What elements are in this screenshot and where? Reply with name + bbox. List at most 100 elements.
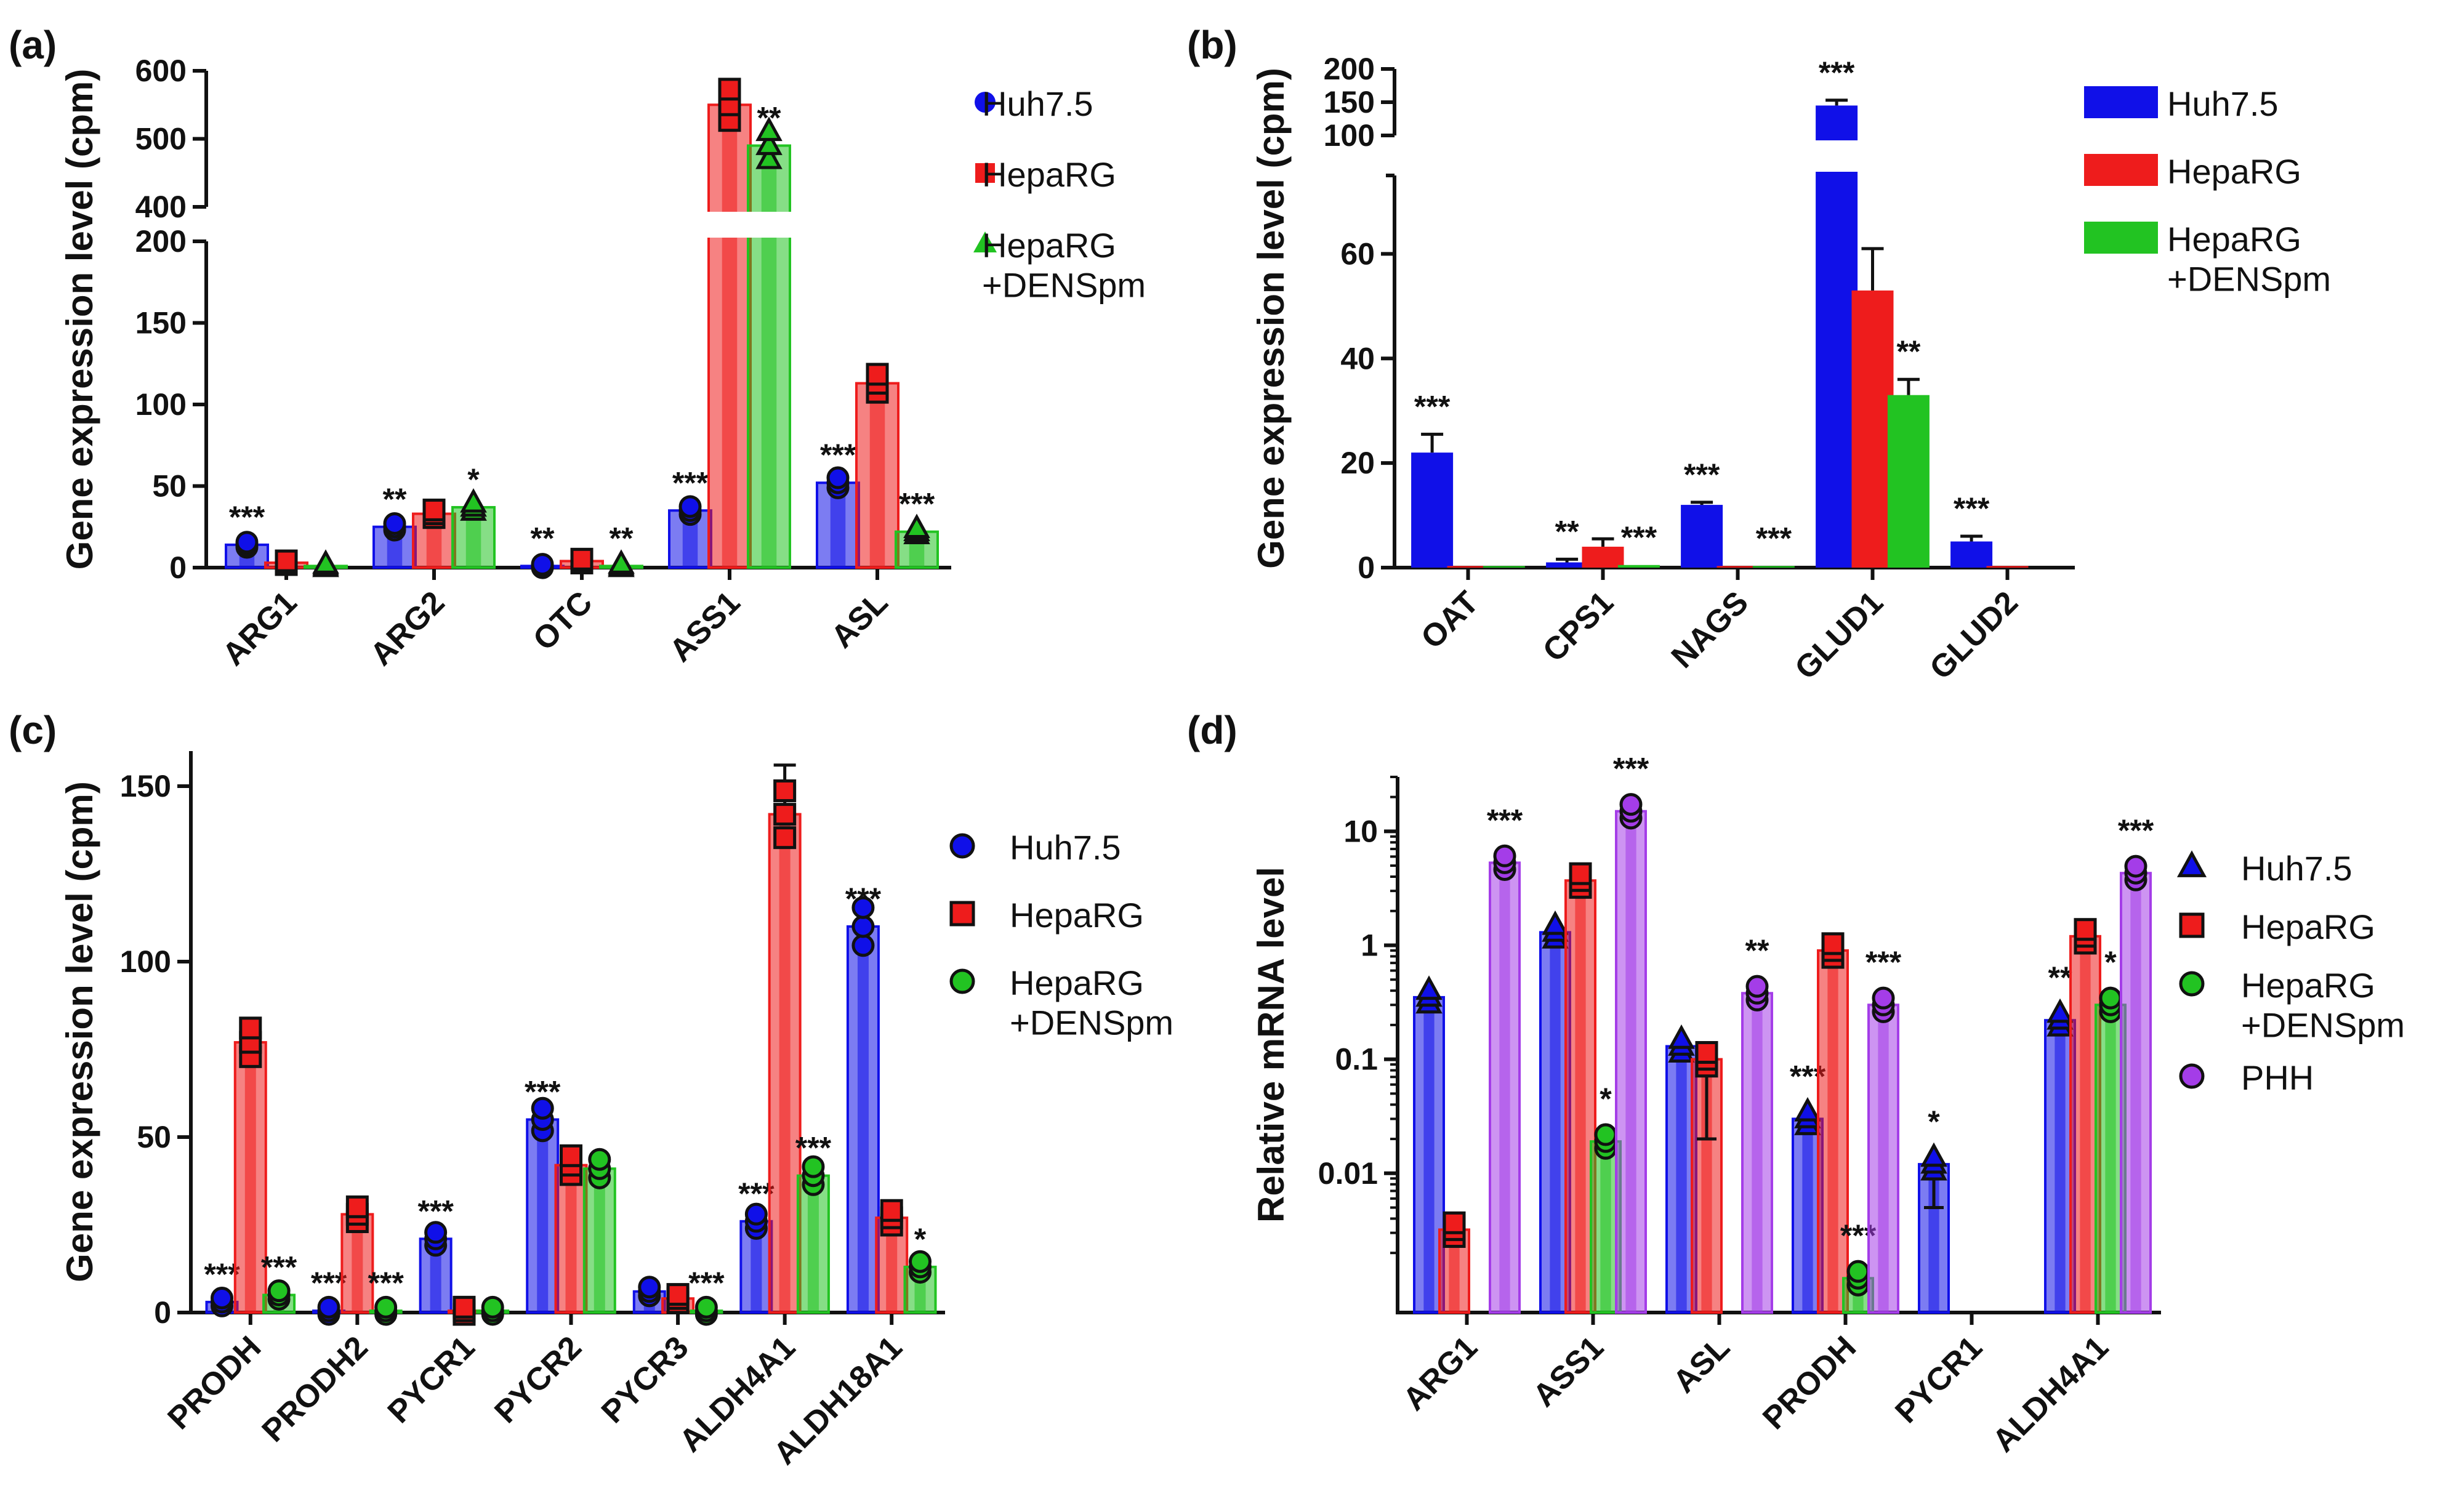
x-tick-label: PRODH: [161, 1329, 268, 1436]
data-point: [560, 1144, 582, 1167]
x-tick-label: ASL: [824, 584, 895, 655]
legend-label: HepaRG: [982, 155, 1116, 194]
bar-highlight: [886, 1218, 898, 1313]
data-point: [608, 549, 635, 574]
legend-label: HepaRG +DENSpm: [1010, 963, 1173, 1042]
data-point: [1920, 1142, 1947, 1167]
bar-highlight: [1701, 1059, 1712, 1313]
x-tick-label: CPS1: [1536, 584, 1620, 669]
bar: [1986, 566, 2029, 568]
legend-swatch: [2179, 971, 2205, 997]
x-tick-label: PYCR3: [595, 1329, 696, 1430]
data-point: [638, 1276, 661, 1299]
data-point: [2074, 918, 2097, 941]
bar-highlight: [244, 1042, 256, 1313]
data-point: [1594, 1123, 1617, 1146]
x-tick-label: ASL: [1666, 1329, 1737, 1400]
x-tick-label: PYCR1: [381, 1329, 482, 1430]
x-tick-label: ARG1: [1396, 1329, 1484, 1417]
significance-label: ***: [899, 487, 935, 521]
significance-label: ***: [1613, 752, 1649, 786]
x-tick-label: GLUD1: [1788, 584, 1890, 686]
significance-label: ***: [261, 1250, 297, 1285]
data-point: [275, 549, 298, 573]
panel-label: (b): [1187, 23, 1238, 67]
x-tick-label: PRODH2: [256, 1329, 375, 1449]
data-point: [588, 1148, 611, 1171]
data-point: [1415, 975, 1443, 1000]
bar: [1851, 290, 1894, 568]
data-point: [1569, 862, 1592, 885]
significance-label: ***: [2118, 813, 2154, 848]
bar-highlight: [761, 145, 777, 568]
bar-highlight: [565, 1165, 577, 1313]
bar-highlight: [2105, 1005, 2116, 1313]
significance-label: ***: [1684, 457, 1720, 492]
bar-highlight: [1802, 1119, 1813, 1313]
significance-label: **: [383, 482, 407, 517]
y-tick-label: 40: [1340, 341, 1375, 376]
bar: [1546, 562, 1588, 568]
y-tick-label: 600: [135, 54, 187, 88]
data-point: [1872, 986, 1895, 1010]
x-tick-label: NAGS: [1665, 584, 1755, 675]
significance-label: **: [2048, 960, 2072, 995]
data-point: [1668, 1024, 1695, 1049]
data-point: [903, 513, 930, 539]
x-tick-label: PYCR1: [1888, 1329, 1989, 1430]
data-point: [880, 1199, 903, 1222]
panel-b: (b) Gene expression level (cpm) 0 20 40 60 100…: [1187, 23, 2331, 686]
legend-label: HepaRG +DENSpm: [2167, 220, 2331, 298]
y-tick-label: 0.1: [1335, 1042, 1378, 1077]
data-point: [1745, 975, 1769, 998]
data-point: [2099, 986, 2122, 1010]
bar: [1483, 566, 1525, 568]
data-point: [773, 779, 797, 803]
data-point: [773, 826, 797, 850]
bar: [1447, 566, 1489, 568]
data-point: [666, 1283, 690, 1306]
legend-label: HepaRG: [2241, 907, 2375, 946]
legend-swatch: [2176, 850, 2207, 877]
significance-label: **: [757, 101, 781, 135]
significance-label: ***: [688, 1266, 725, 1300]
legend-label: HepaRG: [1010, 896, 1144, 935]
x-tick-label: GLUD2: [1923, 584, 2025, 686]
data-point: [694, 1295, 718, 1319]
x-tick-label: OAT: [1414, 584, 1486, 656]
panel-d: (d)Relative mRNA level 0.010.1110ARG1***A…: [1187, 708, 2405, 1459]
bar-highlight: [1423, 997, 1435, 1313]
significance-label: ***: [672, 465, 709, 500]
bar: [1681, 505, 1723, 568]
data-point: [2124, 855, 2147, 878]
y-tick-label: 150: [135, 306, 187, 340]
bar-highlight: [779, 814, 791, 1313]
panel-label: (c): [9, 708, 57, 752]
y-tick-label: 100: [1324, 118, 1375, 153]
legend-swatch: [949, 833, 975, 859]
data-point: [802, 1155, 825, 1178]
bar-highlight: [751, 1221, 762, 1313]
data-point: [1443, 1211, 1466, 1234]
bar-highlight: [352, 1214, 363, 1313]
bar-highlight: [1625, 811, 1636, 1313]
bar-highlight: [1499, 863, 1510, 1313]
significance-label: ***: [820, 438, 856, 472]
data-point: [453, 1295, 476, 1319]
data-point: [531, 553, 554, 576]
bar-highlight: [2130, 873, 2141, 1313]
data-point: [531, 1096, 554, 1120]
bar-highlight: [1550, 932, 1561, 1313]
bar-highlight: [807, 1175, 819, 1313]
y-tick-label: 150: [120, 769, 171, 803]
data-point: [211, 1287, 233, 1310]
data-point: [755, 144, 783, 169]
data-point: [422, 498, 446, 521]
legend-swatch: [2084, 154, 2158, 186]
data-point: [718, 78, 741, 101]
y-tick-label: 0: [154, 1295, 171, 1330]
x-tick-label: OTC: [526, 584, 600, 657]
axis-break-gap: [1813, 140, 1861, 172]
data-point: [1619, 793, 1643, 816]
